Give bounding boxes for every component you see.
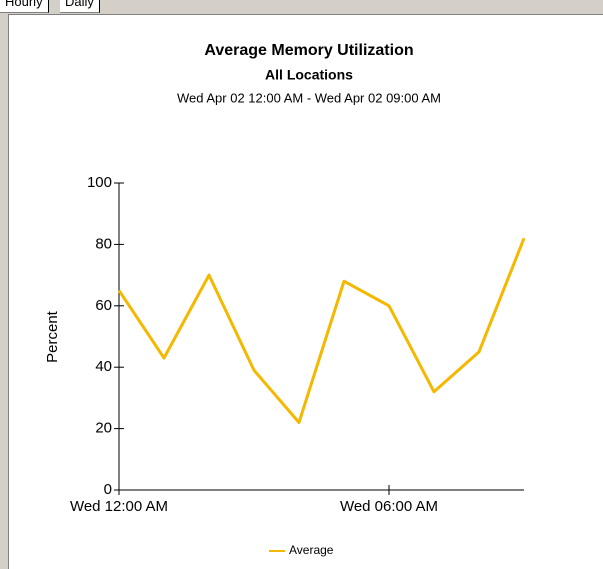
data-line	[117, 237, 526, 424]
tab[interactable]: Daily	[60, 0, 100, 13]
y-tick-label: 0	[104, 481, 112, 498]
legend-label: Average	[289, 543, 334, 557]
y-tick-label: 100	[87, 174, 112, 191]
x-tick-label: Wed 12:00 AM	[70, 498, 168, 515]
chart-title: Average Memory Utilization	[204, 42, 413, 59]
chart-subtitle: All Locations	[265, 67, 353, 83]
y-tick-label: 80	[95, 235, 112, 252]
y-tick-label: 40	[95, 358, 112, 375]
y-axis-label: Percent	[44, 310, 61, 363]
date-range: Wed Apr 02 12:00 AM - Wed Apr 02 09:00 A…	[177, 90, 441, 105]
y-tick-label: 60	[95, 297, 112, 314]
y-tick-label: 20	[95, 420, 112, 437]
panel: Average Memory Utilization All Locations…	[8, 14, 603, 569]
chart: Average Memory Utilization All Locations…	[44, 42, 526, 557]
tab[interactable]: Hourly	[0, 0, 49, 13]
x-tick-label: Wed 06:00 AM	[340, 498, 438, 515]
